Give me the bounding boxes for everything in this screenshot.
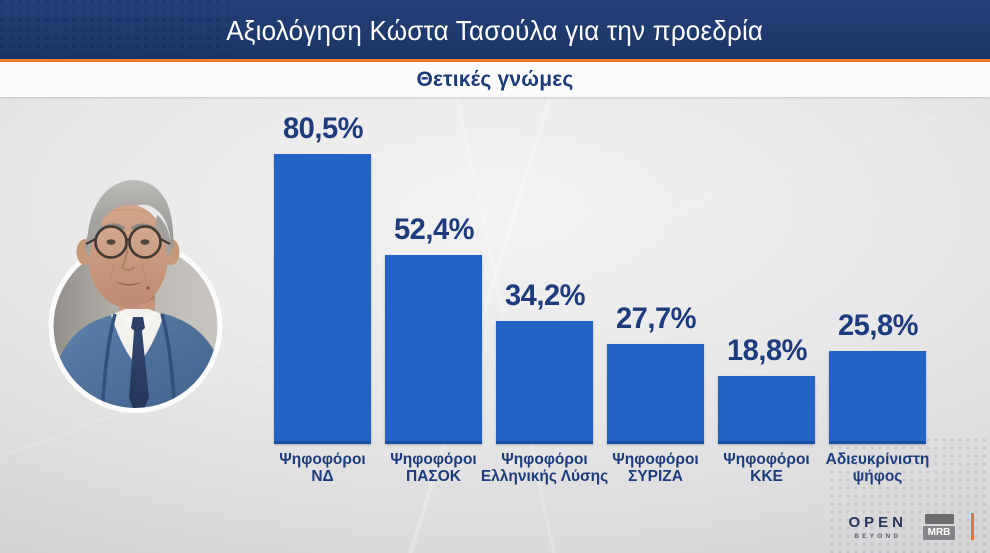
bar-value-label: 52,4% bbox=[393, 213, 474, 247]
mrb-logo-bar bbox=[924, 513, 954, 524]
chart-column: 34,2% Ψηφοφόροι Ελληνικής Λύσης bbox=[481, 0, 608, 485]
category-label: Ψηφοφόροι ΚΚΕ bbox=[682, 451, 852, 485]
bar-value-label: 18,8% bbox=[726, 334, 807, 368]
bar-value-label: 34,2% bbox=[504, 278, 585, 312]
open-channel-logo: OPEN BEYOND bbox=[848, 514, 907, 540]
portrait-photo bbox=[45, 168, 230, 420]
page-title: Αξιολόγηση Κώστα Τασούλα για την προεδρί… bbox=[226, 14, 764, 46]
category-label-line: ΚΚΕ bbox=[750, 468, 783, 485]
bar bbox=[607, 344, 704, 444]
chart-column: 18,8% Ψηφοφόροι ΚΚΕ bbox=[718, 0, 815, 485]
category-label: Ψηφοφόροι ΠΑΣΟΚ bbox=[349, 451, 519, 485]
accent-divider bbox=[0, 59, 990, 62]
bar-value-label: 27,7% bbox=[615, 302, 696, 336]
chart-column: 80,5% Ψηφοφόροι ΝΔ bbox=[274, 0, 371, 485]
category-label-line: Ψηφοφόροι bbox=[501, 451, 588, 468]
category-label-line: Ψηφοφόροι bbox=[723, 451, 810, 468]
category-label-line: ψήφος bbox=[852, 468, 903, 485]
bar-value-label: 80,5% bbox=[282, 112, 363, 146]
category-label-line: Ελληνικής Λύσης bbox=[480, 468, 609, 485]
mrb-logo-text: MRB bbox=[923, 525, 955, 540]
chart-column: 25,8% Αδιευκρίνιστη ψήφος bbox=[826, 0, 930, 485]
bar bbox=[496, 320, 593, 444]
category-label-line: ΠΑΣΟΚ bbox=[406, 468, 461, 485]
chart-subtitle: Θετικές γνώμες bbox=[416, 67, 574, 91]
orange-divider-line bbox=[971, 513, 974, 540]
category-label: Αδιευκρίνιστη ψήφος bbox=[793, 451, 963, 485]
category-label: Ψηφοφόροι ΝΔ bbox=[238, 451, 408, 485]
category-label: Ψηφοφόροι ΣΥΡΙΖΑ bbox=[571, 451, 741, 485]
mrb-pollster-logo: MRB bbox=[923, 513, 955, 540]
category-label-line: Αδιευκρίνιστη bbox=[825, 451, 930, 468]
category-label-line: ΣΥΡΙΖΑ bbox=[628, 468, 683, 485]
bar bbox=[718, 376, 815, 444]
bar bbox=[385, 255, 482, 444]
category-label-line: Ψηφοφόροι bbox=[279, 451, 366, 468]
bar bbox=[829, 351, 926, 444]
bar bbox=[274, 154, 371, 444]
chart-column: 52,4% Ψηφοφόροι ΠΑΣΟΚ bbox=[385, 0, 482, 485]
chart-column: 27,7% Ψηφοφόροι ΣΥΡΙΖΑ bbox=[607, 0, 704, 485]
category-label-line: ΝΔ bbox=[311, 468, 334, 485]
branding-row: OPEN BEYOND MRB bbox=[848, 513, 974, 540]
bar-value-label: 25,8% bbox=[837, 309, 918, 343]
open-logo-text: OPEN bbox=[848, 513, 907, 531]
category-label: Ψηφοφόροι Ελληνικής Λύσης bbox=[460, 451, 630, 485]
category-label-line: Ψηφοφόροι bbox=[390, 451, 477, 468]
person-photo-illustration bbox=[48, 180, 223, 413]
open-logo-tagline: BEYOND bbox=[854, 532, 902, 540]
subtitle-bar: Θετικές γνώμες bbox=[0, 62, 990, 97]
category-label-line: Ψηφοφόροι bbox=[612, 451, 699, 468]
